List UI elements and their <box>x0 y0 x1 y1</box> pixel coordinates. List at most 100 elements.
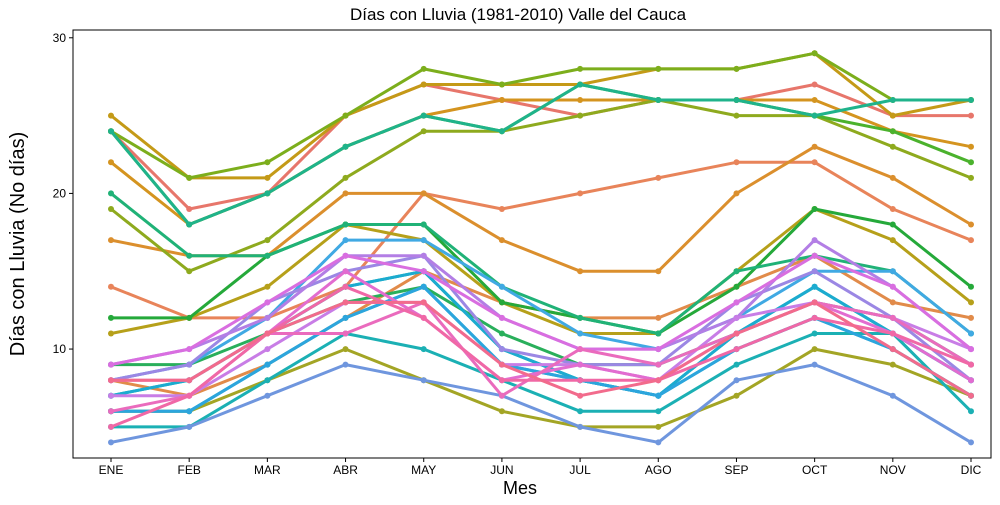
y-tick-label: 10 <box>53 342 67 356</box>
data-point <box>733 392 740 399</box>
data-point <box>889 361 896 368</box>
series-line <box>110 51 971 180</box>
data-point <box>811 97 818 103</box>
data-point <box>811 268 818 275</box>
data-point <box>889 392 896 399</box>
data-point <box>733 346 740 353</box>
data-point <box>577 190 584 197</box>
data-point <box>342 112 349 119</box>
x-tick-label: FEB <box>178 463 201 477</box>
data-point <box>342 283 349 290</box>
data-point <box>655 346 662 353</box>
data-point <box>968 439 974 446</box>
data-point <box>108 392 114 399</box>
data-point <box>811 159 818 166</box>
x-tick-label: MAY <box>411 463 436 477</box>
data-point <box>889 221 896 228</box>
data-point <box>968 283 974 290</box>
data-point <box>577 423 584 430</box>
data-point <box>342 314 349 321</box>
data-point <box>108 112 114 119</box>
data-point <box>577 314 584 321</box>
x-tick-label: ENE <box>99 463 124 477</box>
data-point <box>733 190 740 197</box>
data-point <box>186 408 193 415</box>
data-point <box>186 221 193 228</box>
data-point <box>264 174 271 181</box>
data-point <box>420 237 427 244</box>
series-line <box>111 332 973 429</box>
data-point <box>889 206 896 212</box>
data-point <box>420 128 427 135</box>
data-point <box>889 283 896 290</box>
data-point <box>420 299 427 306</box>
data-point <box>186 206 193 212</box>
data-point <box>108 190 114 197</box>
data-point <box>889 112 896 119</box>
data-point <box>264 392 271 399</box>
x-tick-label: DIC <box>961 463 982 477</box>
data-point <box>108 128 114 135</box>
data-point <box>498 237 505 244</box>
data-point <box>264 377 271 384</box>
data-point <box>889 174 896 181</box>
data-point <box>264 330 271 337</box>
data-point <box>420 65 427 72</box>
y-tick-label: 20 <box>53 186 67 200</box>
data-point <box>108 330 114 337</box>
data-point <box>420 268 427 275</box>
data-point <box>733 268 740 275</box>
data-point <box>498 283 505 290</box>
data-point <box>577 392 584 399</box>
series-line <box>110 238 972 382</box>
x-tick-label: NOV <box>880 463 906 477</box>
data-point <box>264 252 271 259</box>
data-point <box>577 330 584 337</box>
data-point <box>655 423 662 430</box>
data-point <box>498 314 505 321</box>
data-point <box>420 221 427 228</box>
data-point <box>811 237 818 244</box>
plot-panel <box>72 29 992 459</box>
data-point <box>186 314 193 321</box>
data-point <box>655 65 662 72</box>
x-tick-label: JUN <box>490 463 513 477</box>
data-point <box>420 377 427 384</box>
data-point <box>420 314 427 321</box>
data-point <box>889 97 896 103</box>
data-point <box>968 299 974 306</box>
series-26 <box>108 252 974 368</box>
series-line <box>110 254 972 382</box>
data-point <box>811 252 818 259</box>
data-point <box>420 81 427 88</box>
series-line <box>110 363 972 444</box>
data-point <box>577 268 584 275</box>
data-point <box>655 97 662 103</box>
x-tick-label: ABR <box>333 463 358 477</box>
series-line <box>110 160 972 320</box>
data-point <box>577 65 584 72</box>
x-tick-label: MAR <box>254 463 281 477</box>
data-point <box>889 299 896 306</box>
data-point <box>655 174 662 181</box>
data-point <box>108 408 114 415</box>
data-point <box>811 283 818 290</box>
x-tick-label: SEP <box>724 463 748 477</box>
data-point <box>889 128 896 135</box>
series-line <box>110 51 972 180</box>
data-point <box>811 206 818 212</box>
data-point <box>655 268 662 275</box>
data-point <box>498 377 505 384</box>
data-point <box>264 346 271 353</box>
series-line <box>109 83 971 226</box>
data-point <box>655 392 662 399</box>
data-point <box>108 439 114 446</box>
series-line <box>110 207 972 335</box>
data-point <box>968 361 974 368</box>
data-point <box>108 361 114 368</box>
data-point <box>342 346 349 353</box>
data-point <box>108 283 114 290</box>
x-tick-label: JUL <box>569 463 591 477</box>
